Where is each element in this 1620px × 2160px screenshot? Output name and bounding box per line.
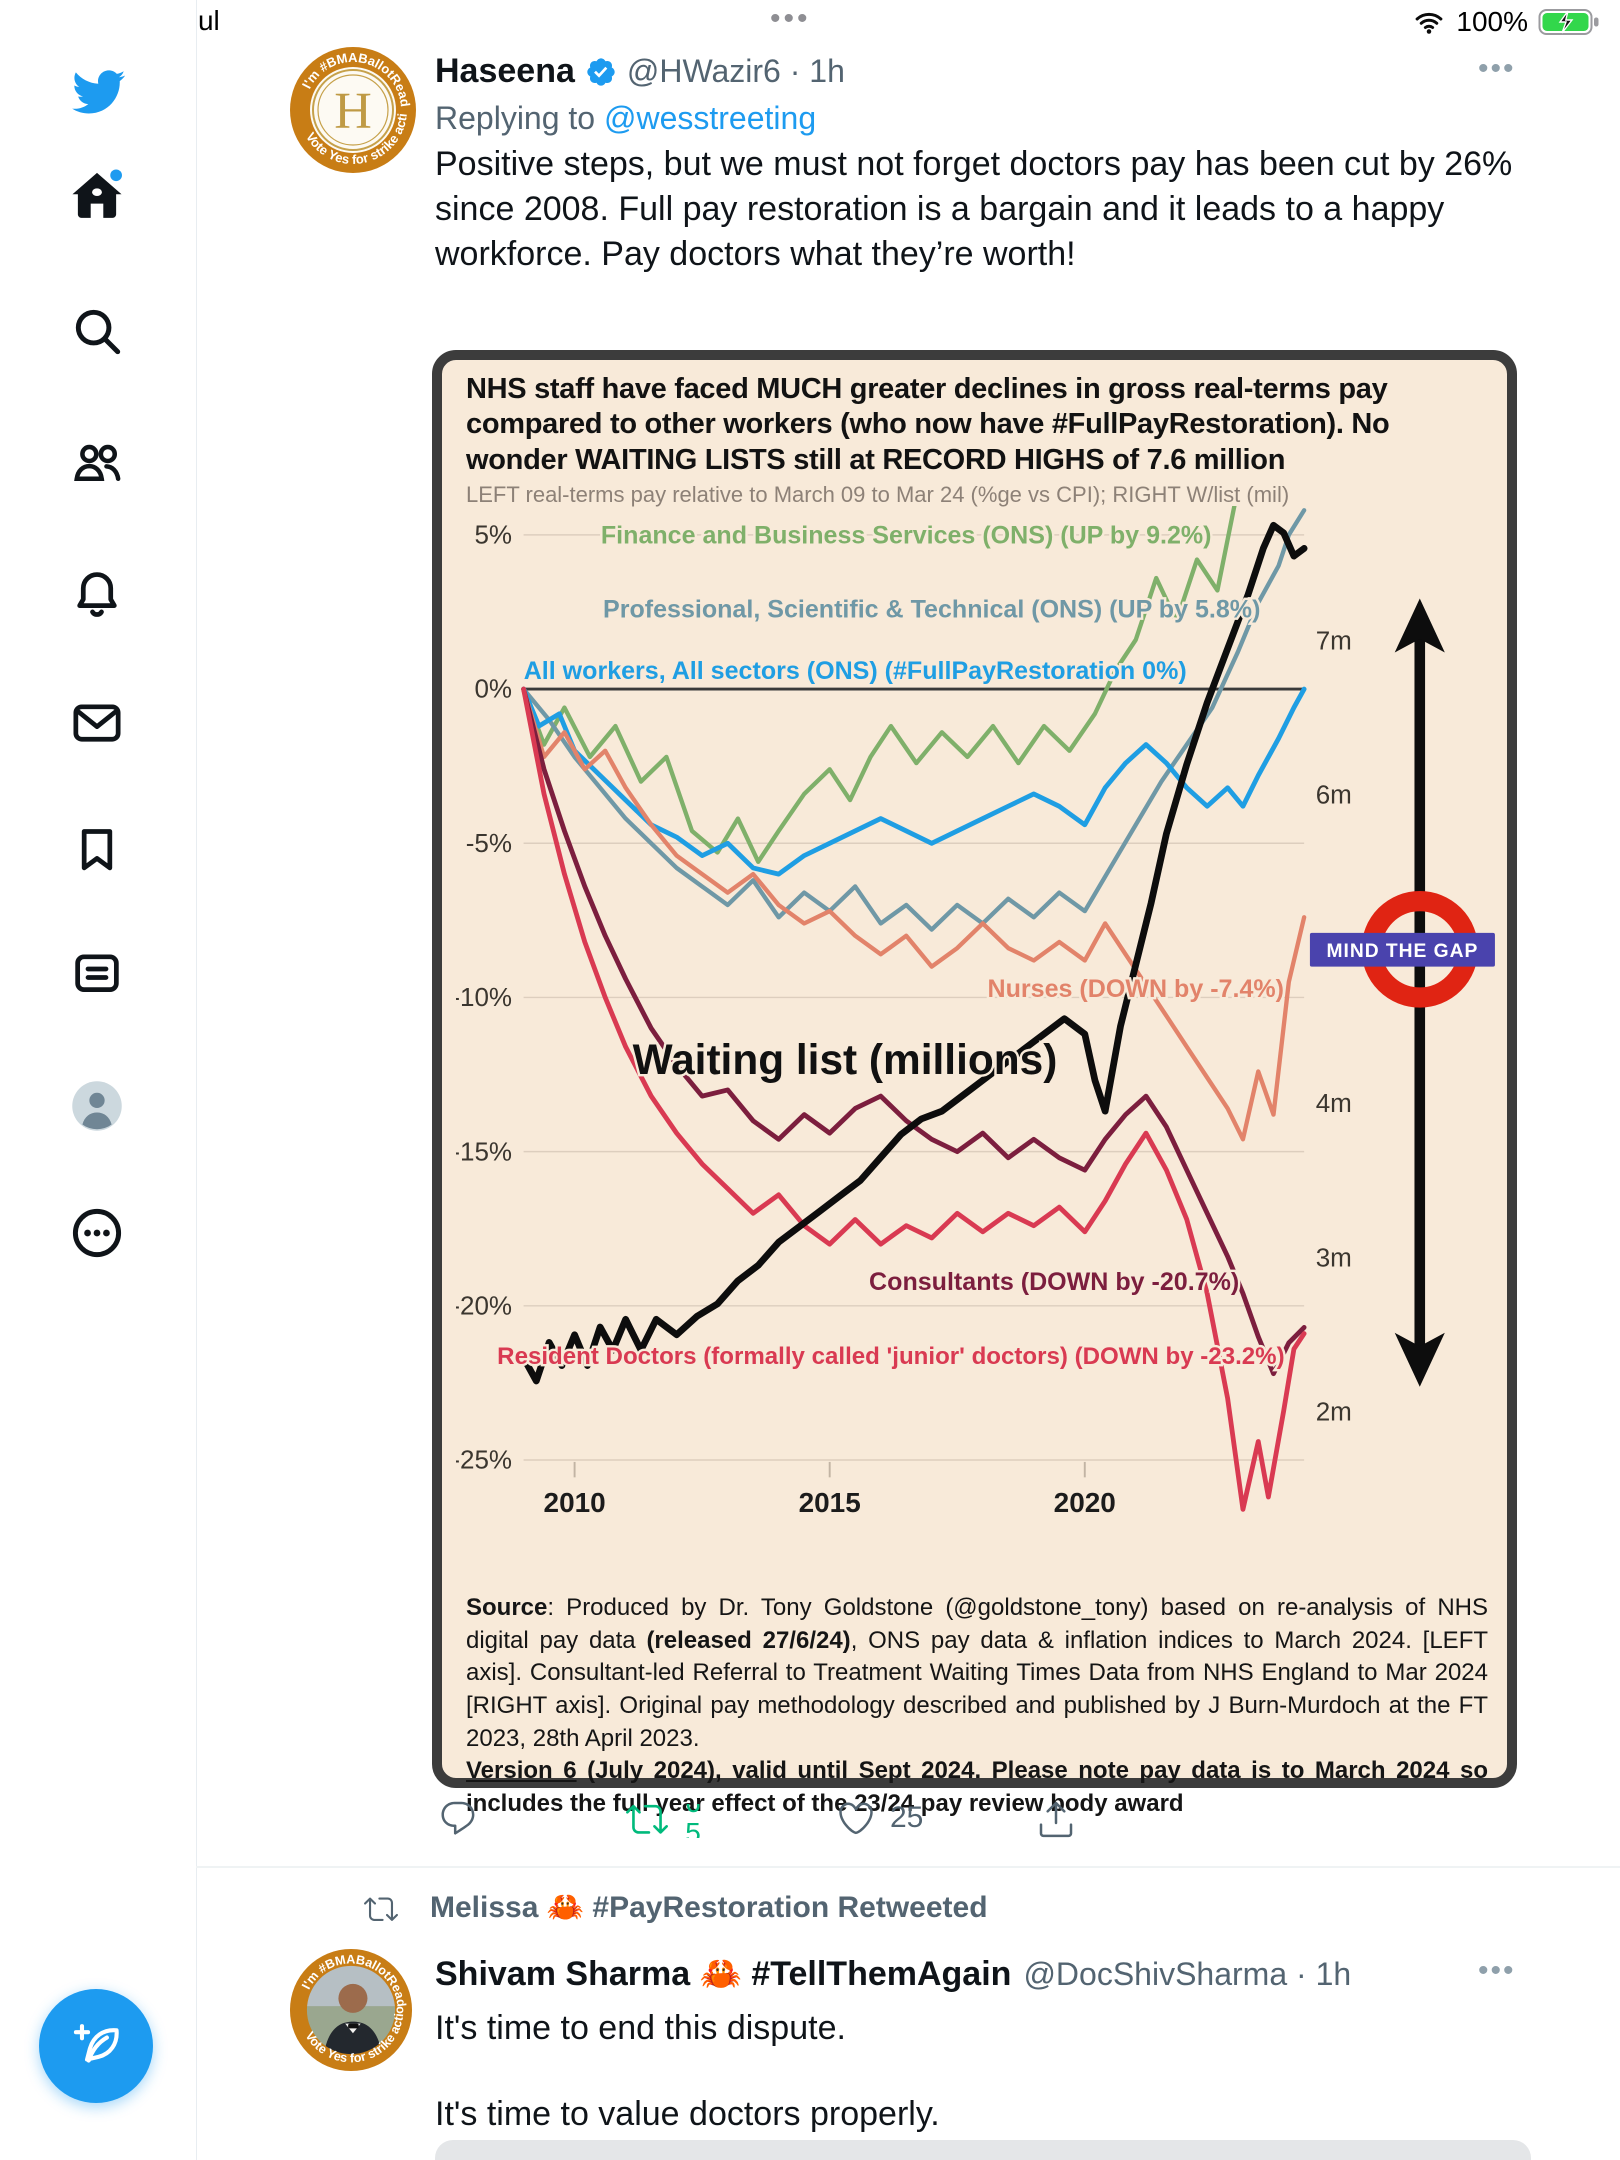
svg-text:-5%: -5% <box>466 828 512 858</box>
share-button[interactable] <box>1036 1798 1076 1838</box>
svg-text:-15%: -15% <box>456 1136 512 1166</box>
svg-text:7m: 7m <box>1316 626 1352 656</box>
tweet-media-preview[interactable] <box>435 2140 1531 2160</box>
status-bar: 19:12Tue 9 Jul ••• 100% <box>0 0 1620 40</box>
svg-text:-25%: -25% <box>456 1445 512 1475</box>
share-icon <box>1039 1801 1073 1838</box>
home-icon[interactable] <box>70 169 126 225</box>
retweet-count-rolling: 6 5 <box>685 1804 701 1838</box>
tweet-line-1: It's time to end this dispute. <box>435 2009 846 2047</box>
retweet-button[interactable]: 6 5 <box>626 1798 704 1840</box>
avatar[interactable]: H I'm #BMABallotReady Vote Yes for strik… <box>289 46 417 174</box>
compose-feather-icon <box>73 2024 119 2063</box>
source-paragraph: Source: Produced by Dr. Tony Goldstone (… <box>466 1594 1489 1752</box>
chart-source: Source: Produced by Dr. Tony Goldstone (… <box>466 1592 1488 1820</box>
svg-text:2015: 2015 <box>799 1487 861 1518</box>
messages-icon[interactable] <box>70 696 126 752</box>
svg-text:5%: 5% <box>474 520 512 550</box>
more-menu-icon[interactable] <box>70 1206 126 1262</box>
tweet-more-button[interactable]: ••• <box>1478 1954 1516 1987</box>
battery-charging-icon <box>1538 5 1604 39</box>
tweet-more-button[interactable]: ••• <box>1478 52 1516 85</box>
chart-plot: 5%0%-5%-10%-15%-20%-25%7m6m5m4m3m2m20102… <box>456 506 1495 1518</box>
compose-tweet-button[interactable] <box>39 1989 153 2103</box>
like-count: 25 <box>890 1801 924 1834</box>
svg-text:Resident Doctors (formally cal: Resident Doctors (formally called 'junio… <box>497 1343 1284 1370</box>
bookmarks-icon[interactable] <box>70 822 126 878</box>
svg-text:Professional, Scientific & Tec: Professional, Scientific & Technical (ON… <box>603 596 1260 624</box>
communities-icon[interactable] <box>70 436 126 492</box>
retweet-icon <box>626 1804 668 1834</box>
replying-to-handle-link[interactable]: @wesstreeting <box>603 100 817 136</box>
chart-image[interactable]: NHS staff have faced MUCH greater declin… <box>432 350 1517 1817</box>
reply-button[interactable] <box>438 1798 478 1838</box>
display-name[interactable]: Haseena <box>435 52 575 90</box>
profile-icon[interactable] <box>70 1079 126 1135</box>
handle-and-time[interactable]: @DocShivSharma · 1h <box>1023 1955 1352 1992</box>
svg-text:Waiting list (millions): Waiting list (millions) <box>633 1036 1058 1083</box>
svg-text:-10%: -10% <box>456 982 512 1012</box>
handle-and-time[interactable]: @HWazir6 · 1h <box>626 53 845 89</box>
display-name[interactable]: Shivam Sharma 🦀 #TellThemAgain <box>435 1955 1012 1993</box>
avatar[interactable]: I'm #BMABallotReady Vote Yes for strike … <box>289 1948 413 2072</box>
retweeted-icon <box>364 1892 398 1926</box>
avatar-monogram: H <box>334 83 372 140</box>
twitter-logo-icon[interactable] <box>70 64 126 120</box>
svg-text:Finance and Business Services: Finance and Business Services (ONS) (UP … <box>601 522 1212 550</box>
svg-text:2010: 2010 <box>544 1487 606 1518</box>
like-button[interactable]: 25 <box>836 1798 923 1838</box>
reply-icon <box>441 1801 475 1835</box>
svg-text:2m: 2m <box>1316 1396 1352 1426</box>
svg-text:4m: 4m <box>1316 1088 1352 1118</box>
sidebar <box>0 0 197 2160</box>
svg-text:6m: 6m <box>1316 780 1352 810</box>
chart-subtitle: LEFT real-terms pay relative to March 09… <box>466 482 1290 507</box>
version-paragraph: Version 6 (July 2024), valid until Sept … <box>466 1757 1488 1817</box>
tweet-body: Positive steps, but we must not forget d… <box>435 145 1513 274</box>
svg-text:2020: 2020 <box>1054 1487 1116 1518</box>
tweet-actions: 6 5 25 <box>430 1798 1530 1850</box>
chart-title: NHS staff have faced MUCH greater declin… <box>466 373 1390 476</box>
svg-text:Consultants (DOWN by -20.7%): Consultants (DOWN by -20.7%) <box>869 1268 1239 1296</box>
retweeted-by-label[interactable]: Melissa 🦀 #PayRestoration Retweeted <box>430 1891 988 1924</box>
battery-percent: 100% <box>1456 6 1528 37</box>
svg-text:MIND THE GAP: MIND THE GAP <box>1327 941 1479 962</box>
notifications-icon[interactable] <box>70 566 126 622</box>
multitask-handle-icon[interactable]: ••• <box>770 2 811 35</box>
replying-to: Replying to @wesstreeting <box>435 100 817 136</box>
svg-text:0%: 0% <box>474 674 512 704</box>
lists-icon[interactable] <box>70 946 126 1002</box>
tweet-divider <box>196 1866 1620 1868</box>
svg-text:-20%: -20% <box>456 1290 512 1320</box>
svg-text:3m: 3m <box>1316 1242 1352 1272</box>
tweet-line-2: It's time to value doctors properly. <box>435 2095 940 2133</box>
wifi-icon <box>1412 7 1446 37</box>
svg-text:All workers, All sectors (ONS): All workers, All sectors (ONS) (#FullPay… <box>524 657 1187 685</box>
search-icon[interactable] <box>70 304 126 360</box>
heart-icon <box>839 1802 873 1835</box>
verified-badge-icon <box>585 56 617 88</box>
svg-text:Nurses (DOWN by -7.4%): Nurses (DOWN by -7.4%) <box>988 975 1284 1003</box>
